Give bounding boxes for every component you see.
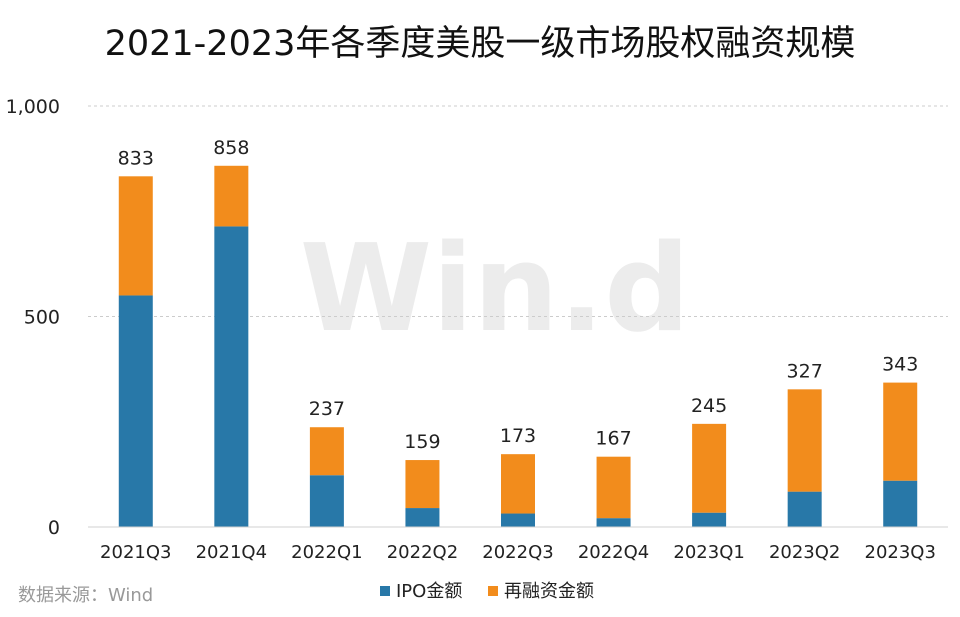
watermark: Win.d: [300, 220, 690, 359]
x-tick-label: 2021Q4: [196, 542, 267, 563]
bar-segment: [692, 512, 727, 527]
x-tick-label: 2023Q3: [865, 542, 936, 563]
bar-segment: [118, 295, 153, 527]
x-tick-label: 2022Q3: [482, 542, 553, 563]
x-tick-label: 2022Q4: [578, 542, 649, 563]
y-axis: 0 500 1,000: [6, 96, 60, 539]
x-tick-label: 2023Q2: [769, 542, 840, 563]
bar-segment: [309, 475, 344, 527]
data-label: 327: [787, 360, 823, 382]
bar-segment: [214, 226, 249, 527]
total-labels: 833 858 237 159 173 167 245 327 343: [118, 137, 919, 453]
bar-segment: [309, 427, 344, 476]
bar-segment: [596, 518, 631, 527]
bar-segment: [596, 456, 631, 519]
x-tick-label: 2022Q1: [291, 542, 362, 563]
bar-segment: [405, 508, 440, 527]
bar-segment: [692, 423, 727, 513]
bar-segment: [883, 382, 918, 481]
grid: [88, 105, 948, 317]
data-label: 237: [309, 398, 345, 420]
data-label: 167: [595, 428, 631, 450]
data-label: 159: [404, 431, 440, 453]
data-label: 245: [691, 395, 727, 417]
legend-label: 再融资金额: [504, 581, 594, 602]
x-tick-label: 2021Q3: [100, 542, 171, 563]
legend-swatch: [488, 586, 498, 596]
bar-segment: [118, 176, 153, 296]
bar-segment: [501, 454, 535, 514]
bar-segment: [787, 389, 822, 492]
bar-segment: [787, 491, 822, 527]
bar-segment: [214, 165, 249, 227]
bar-segment: [405, 460, 440, 509]
legend: IPO金额 再融资金额: [380, 581, 594, 602]
data-label: 833: [118, 147, 154, 169]
x-axis: 2021Q3 2021Q4 2022Q1 2022Q2 2022Q3 2022Q4 2023…: [100, 542, 936, 563]
bars: [118, 165, 918, 527]
y-tick-label: 0: [48, 517, 60, 539]
chart-title: 2021-2023年各季度美股一级市场股权融资规模: [105, 24, 856, 64]
y-tick-label: 1,000: [6, 96, 60, 118]
legend-swatch: [380, 586, 390, 596]
legend-label: IPO金额: [396, 581, 462, 602]
data-label: 173: [500, 425, 536, 447]
data-label: 343: [882, 354, 918, 376]
x-tick-label: 2022Q2: [387, 542, 458, 563]
bar-segment: [501, 513, 535, 527]
x-tick-label: 2023Q1: [673, 542, 744, 563]
bar-segment: [883, 480, 918, 527]
y-tick-label: 500: [24, 307, 60, 329]
data-label: 858: [213, 137, 249, 159]
source-note: 数据来源：Wind: [18, 585, 153, 606]
